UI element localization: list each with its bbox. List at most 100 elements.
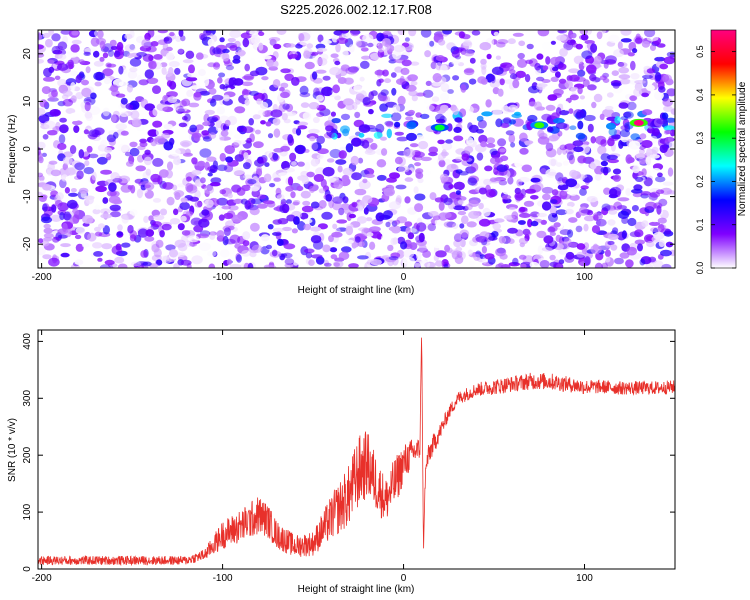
heatmap-cell [300,102,310,108]
heatmap-cell [607,219,616,226]
heatmap-cell [45,38,53,48]
heatmap-cell [668,141,675,149]
heatmap-cell [339,30,350,34]
heatmap-cell [432,242,444,249]
heatmap-cell [102,52,109,59]
heatmap-cell [237,102,243,107]
heatmap-cell [525,188,536,194]
heatmap-cell [386,128,392,139]
heatmap-cell [662,98,673,107]
heatmap-hotspot [633,119,644,126]
heatmap-cell [493,31,499,37]
heatmap-cell [231,142,240,148]
heatmap-cell [618,78,631,85]
heatmap-cell [38,172,44,178]
heatmap-cell [397,165,410,173]
heatmap-cell [144,182,155,191]
heatmap-cell [481,111,493,117]
heatmap-cell [150,173,161,183]
heatmap-cell [404,177,414,182]
heatmap-cell [425,80,432,86]
heatmap-cell [241,81,254,87]
heatmap-cell [194,189,201,199]
heatmap-cell [337,165,343,173]
heatmap-cell [203,30,212,36]
heatmap-cell [510,142,516,148]
heatmap-cell [129,67,138,73]
heatmap-cell [210,177,222,184]
heatmap-cell [85,66,91,74]
heatmap-cell [372,39,380,47]
heatmap-cell [219,189,227,195]
heatmap-cell [223,227,231,237]
spectrogram-cells [38,30,675,268]
heatmap-cell [654,56,666,62]
heatmap-cell [428,146,439,154]
heatmap-cell [147,129,158,137]
heatmap-cell [597,145,607,155]
heatmap-cell [358,132,365,138]
heatmap-cell [606,92,614,98]
heatmap-cell [207,126,219,135]
heatmap-cell [607,240,615,246]
heatmap-cell [481,246,487,254]
heatmap-cell [185,182,194,193]
heatmap-cell [665,137,671,145]
heatmap-cell [381,148,388,156]
heatmap-cell [186,89,194,97]
heatmap-cell [523,140,534,145]
heatmap-cell [562,160,570,166]
heatmap-cell [189,196,199,202]
heatmap-cell [83,51,91,57]
heatmap-cell [418,232,425,243]
heatmap-cell [627,52,635,57]
heatmap-cell [410,81,418,86]
heatmap-cell [99,153,110,158]
heatmap-cell [320,178,327,188]
heatmap-cell [370,230,381,239]
heatmap-cell [62,90,73,97]
heatmap-cell [104,259,115,266]
heatmap-cell [608,127,617,136]
heatmap-cell [38,156,44,164]
heatmap-cell [78,59,85,64]
heatmap-cell [180,259,192,266]
heatmap-cell [550,40,557,45]
heatmap-cell [401,256,407,266]
heatmap-cell [345,66,358,75]
heatmap-cell [198,211,211,218]
heatmap-cell [292,201,300,206]
heatmap-cell [502,188,512,195]
heatmap-cell [368,51,380,61]
heatmap-cell [241,75,254,80]
heatmap-cell [404,221,413,228]
heatmap-cell [373,131,383,139]
heatmap-cell [70,44,80,53]
heatmap-cell [519,242,525,248]
heatmap-cell [353,84,364,92]
heatmap-cell [130,184,136,194]
colorbar-frame [710,29,737,269]
heatmap-cell [553,88,564,96]
heatmap-cell [340,113,351,121]
heatmap-cell [340,64,350,72]
heatmap-cell [70,70,78,76]
heatmap-cell [638,157,647,165]
heatmap-cell [644,234,655,244]
heatmap-cell [499,78,505,86]
heatmap-cell [629,231,641,238]
heatmap-cell [580,34,589,41]
heatmap-cell [233,78,244,86]
x-tick-label: 0 [401,573,407,584]
heatmap-cell [409,143,419,148]
heatmap-cell [576,251,585,258]
heatmap-cell [565,178,578,188]
heatmap-cell [437,139,445,145]
heatmap-cell [42,203,48,212]
heatmap-cell [362,178,368,184]
heatmap-cell [207,250,217,257]
heatmap-cell [313,174,325,182]
heatmap-cell [162,255,172,264]
heatmap-cell [455,156,463,161]
heatmap-cell [385,256,397,263]
